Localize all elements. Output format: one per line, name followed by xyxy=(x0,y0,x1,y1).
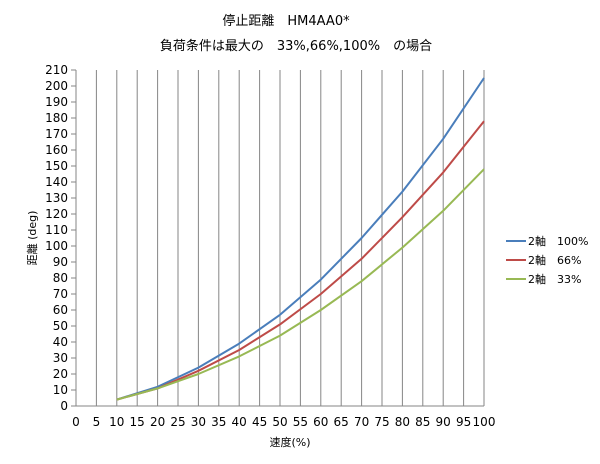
x-tick-label: 75 xyxy=(374,415,389,429)
x-tick-label: 0 xyxy=(72,415,80,429)
x-tick-label: 20 xyxy=(150,415,165,429)
y-tick-label: 190 xyxy=(45,95,68,109)
y-tick-label: 150 xyxy=(45,159,68,173)
x-tick-label: 85 xyxy=(415,415,430,429)
x-tick-label: 60 xyxy=(313,415,328,429)
x-axis-title: 速度(%) xyxy=(269,435,310,449)
x-tick-label: 80 xyxy=(395,415,410,429)
x-tick-label: 90 xyxy=(436,415,451,429)
x-tick-label: 30 xyxy=(191,415,206,429)
legend-label: 2軸 100% xyxy=(528,234,588,248)
y-tick-label: 120 xyxy=(45,207,68,221)
x-tick-label: 65 xyxy=(334,415,349,429)
y-tick-label: 30 xyxy=(53,351,68,365)
y-tick-label: 40 xyxy=(53,335,68,349)
y-tick-label: 100 xyxy=(45,239,68,253)
series-line xyxy=(116,120,485,401)
x-tick-labels: 0 5 10 15 20 25 30 35 40 45 50 55 60 65 70 75 80 85 90 95 10… xyxy=(72,415,495,429)
x-tick-label: 25 xyxy=(170,415,185,429)
y-tick-label: 160 xyxy=(45,143,68,157)
x-tick-label: 50 xyxy=(272,415,287,429)
grid-lines xyxy=(95,70,485,406)
y-tick-label: 70 xyxy=(53,287,68,301)
series-lines xyxy=(116,77,485,401)
y-tick-label: 90 xyxy=(53,255,68,269)
legend: 2軸 100% 2軸 66% 2軸 33% xyxy=(506,234,588,286)
series-line xyxy=(116,168,485,401)
y-tick-label: 200 xyxy=(45,79,68,93)
y-axis-title: 距離 (deg) xyxy=(25,211,39,266)
y-tick-label: 0 xyxy=(60,399,68,413)
y-tick-label: 60 xyxy=(53,303,68,317)
y-tick-label: 180 xyxy=(45,111,68,125)
y-tick-label: 130 xyxy=(45,191,68,205)
y-tick-label: 80 xyxy=(53,271,68,285)
x-tick-label: 70 xyxy=(354,415,369,429)
x-tick-label: 10 xyxy=(109,415,124,429)
y-tick-label: 50 xyxy=(53,319,68,333)
x-tick-label: 15 xyxy=(130,415,145,429)
x-tick-label: 100 xyxy=(473,415,496,429)
x-tick-label: 40 xyxy=(232,415,247,429)
x-tick-label: 95 xyxy=(456,415,471,429)
y-tick-label: 140 xyxy=(45,175,68,189)
y-tick-label: 170 xyxy=(45,127,68,141)
y-tick-label: 110 xyxy=(45,223,68,237)
chart-subtitle: 負荷条件は最大の 33%,66%,100% の場合 xyxy=(160,38,432,54)
axes xyxy=(71,69,484,407)
y-tick-label: 10 xyxy=(53,383,68,397)
x-tick-label: 5 xyxy=(93,415,101,429)
y-tick-label: 210 xyxy=(45,63,68,77)
series-line xyxy=(116,77,485,401)
x-tick-label: 55 xyxy=(293,415,308,429)
legend-label: 2軸 66% xyxy=(528,253,581,267)
y-tick-labels: 0 10 20 30 40 50 60 70 80 90 100 110 120 130 140 150 160… xyxy=(45,63,68,413)
chart-title: 停止距離 HM4AA0* xyxy=(222,13,350,29)
y-tick-label: 20 xyxy=(53,367,68,381)
legend-label: 2軸 33% xyxy=(528,272,581,286)
x-tick-label: 35 xyxy=(211,415,226,429)
x-tick-label: 45 xyxy=(252,415,267,429)
